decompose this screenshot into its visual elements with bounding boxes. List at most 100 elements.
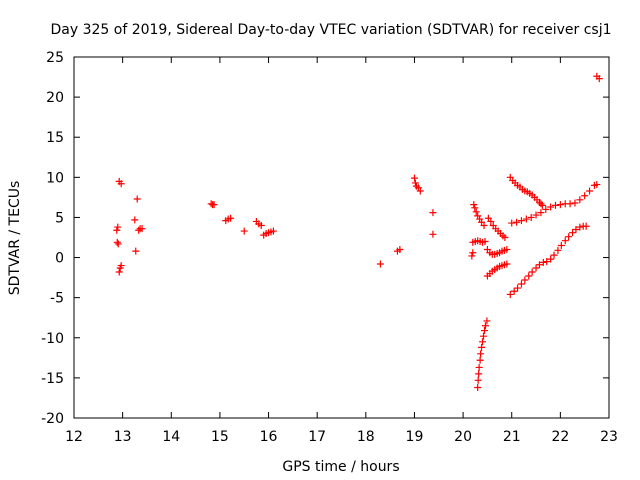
data-point (376, 260, 384, 268)
data-point (538, 201, 546, 209)
data-point (571, 199, 579, 207)
data-point (547, 255, 555, 263)
data-point (131, 216, 139, 224)
data-point (539, 258, 547, 266)
data-point (522, 215, 530, 223)
data-point (114, 223, 122, 231)
x-tick-label: 20 (454, 429, 472, 445)
y-tick-label: 20 (46, 90, 64, 106)
data-point (532, 264, 540, 272)
data-point (132, 247, 140, 255)
data-point (475, 363, 483, 371)
data-point (477, 350, 485, 358)
data-point (135, 226, 143, 234)
data-point (514, 284, 522, 292)
data-point (480, 327, 488, 335)
data-point (470, 201, 478, 209)
x-axis-label: GPS time / hours (282, 459, 399, 475)
y-tick-label: 10 (46, 170, 64, 186)
data-point (483, 317, 491, 325)
data-point (410, 174, 418, 182)
x-tick-label: 13 (114, 429, 132, 445)
data-point (582, 222, 590, 230)
data-point (269, 227, 277, 235)
x-tick-label: 14 (162, 429, 180, 445)
series-segment-20h-c (483, 214, 511, 280)
data-point (475, 370, 483, 378)
data-point (476, 356, 484, 364)
y-tick-label: 15 (46, 130, 64, 146)
data-point (537, 200, 545, 208)
data-point (479, 338, 487, 346)
data-point (542, 205, 550, 213)
series-segment-20h-b (474, 317, 491, 392)
series-segment-20h-a (468, 201, 489, 260)
y-tick-label: -15 (41, 371, 64, 387)
y-tick-label: 25 (46, 50, 64, 66)
data-point (480, 332, 488, 340)
data-point (537, 209, 545, 217)
y-tick-label: 5 (55, 210, 64, 226)
data-point (117, 262, 125, 270)
data-point (576, 196, 584, 204)
data-point (113, 226, 121, 234)
data-point (257, 221, 265, 229)
x-tick-label: 12 (65, 429, 83, 445)
data-points (113, 72, 603, 392)
series-segment-21h-a (506, 173, 546, 209)
series-segment-18-19h (376, 174, 437, 268)
data-point (513, 218, 521, 226)
y-tick-label: -5 (50, 291, 64, 307)
data-point (532, 211, 540, 219)
data-point (474, 384, 482, 392)
x-tick-label: 22 (551, 429, 569, 445)
data-point (210, 201, 218, 209)
data-point (565, 233, 573, 241)
data-point (556, 201, 564, 209)
data-point (501, 234, 509, 241)
data-point (527, 213, 535, 221)
y-tick-label: 0 (55, 251, 64, 267)
data-point (474, 376, 482, 384)
y-tick-label: -10 (41, 331, 64, 347)
x-tick-label: 15 (211, 429, 229, 445)
series-segment-23h (593, 72, 603, 83)
data-point (117, 180, 125, 188)
data-point (528, 268, 536, 276)
data-point (472, 208, 480, 216)
data-point (535, 261, 543, 269)
data-point (521, 276, 529, 284)
series-segment-21-22h (508, 181, 601, 227)
data-point (581, 192, 589, 200)
x-tick-label: 17 (308, 429, 326, 445)
data-point (240, 227, 248, 235)
data-point (416, 187, 424, 195)
series-segment-16h (252, 217, 277, 239)
data-point (503, 246, 511, 254)
data-point (480, 221, 488, 229)
data-point (547, 203, 555, 211)
data-point (481, 322, 489, 330)
data-point (133, 195, 141, 203)
data-point (552, 201, 559, 209)
series-segment-21-22h-b (506, 222, 590, 298)
x-tick-label: 16 (260, 429, 278, 445)
data-point (595, 75, 603, 83)
plot-frame (73, 56, 610, 419)
data-point (481, 238, 489, 246)
x-tick-label: 18 (357, 429, 375, 445)
x-tick-label: 21 (503, 429, 521, 445)
data-point (429, 230, 437, 238)
data-point (506, 290, 514, 298)
data-point (517, 217, 525, 225)
data-point (478, 343, 486, 351)
y-axis-label: SDTVAR / TECUs (7, 181, 23, 296)
data-point (469, 249, 477, 257)
data-point (572, 225, 580, 233)
data-point (569, 229, 577, 237)
data-point (411, 179, 419, 187)
data-point (429, 209, 437, 217)
data-point (561, 237, 569, 245)
data-point (586, 187, 594, 195)
